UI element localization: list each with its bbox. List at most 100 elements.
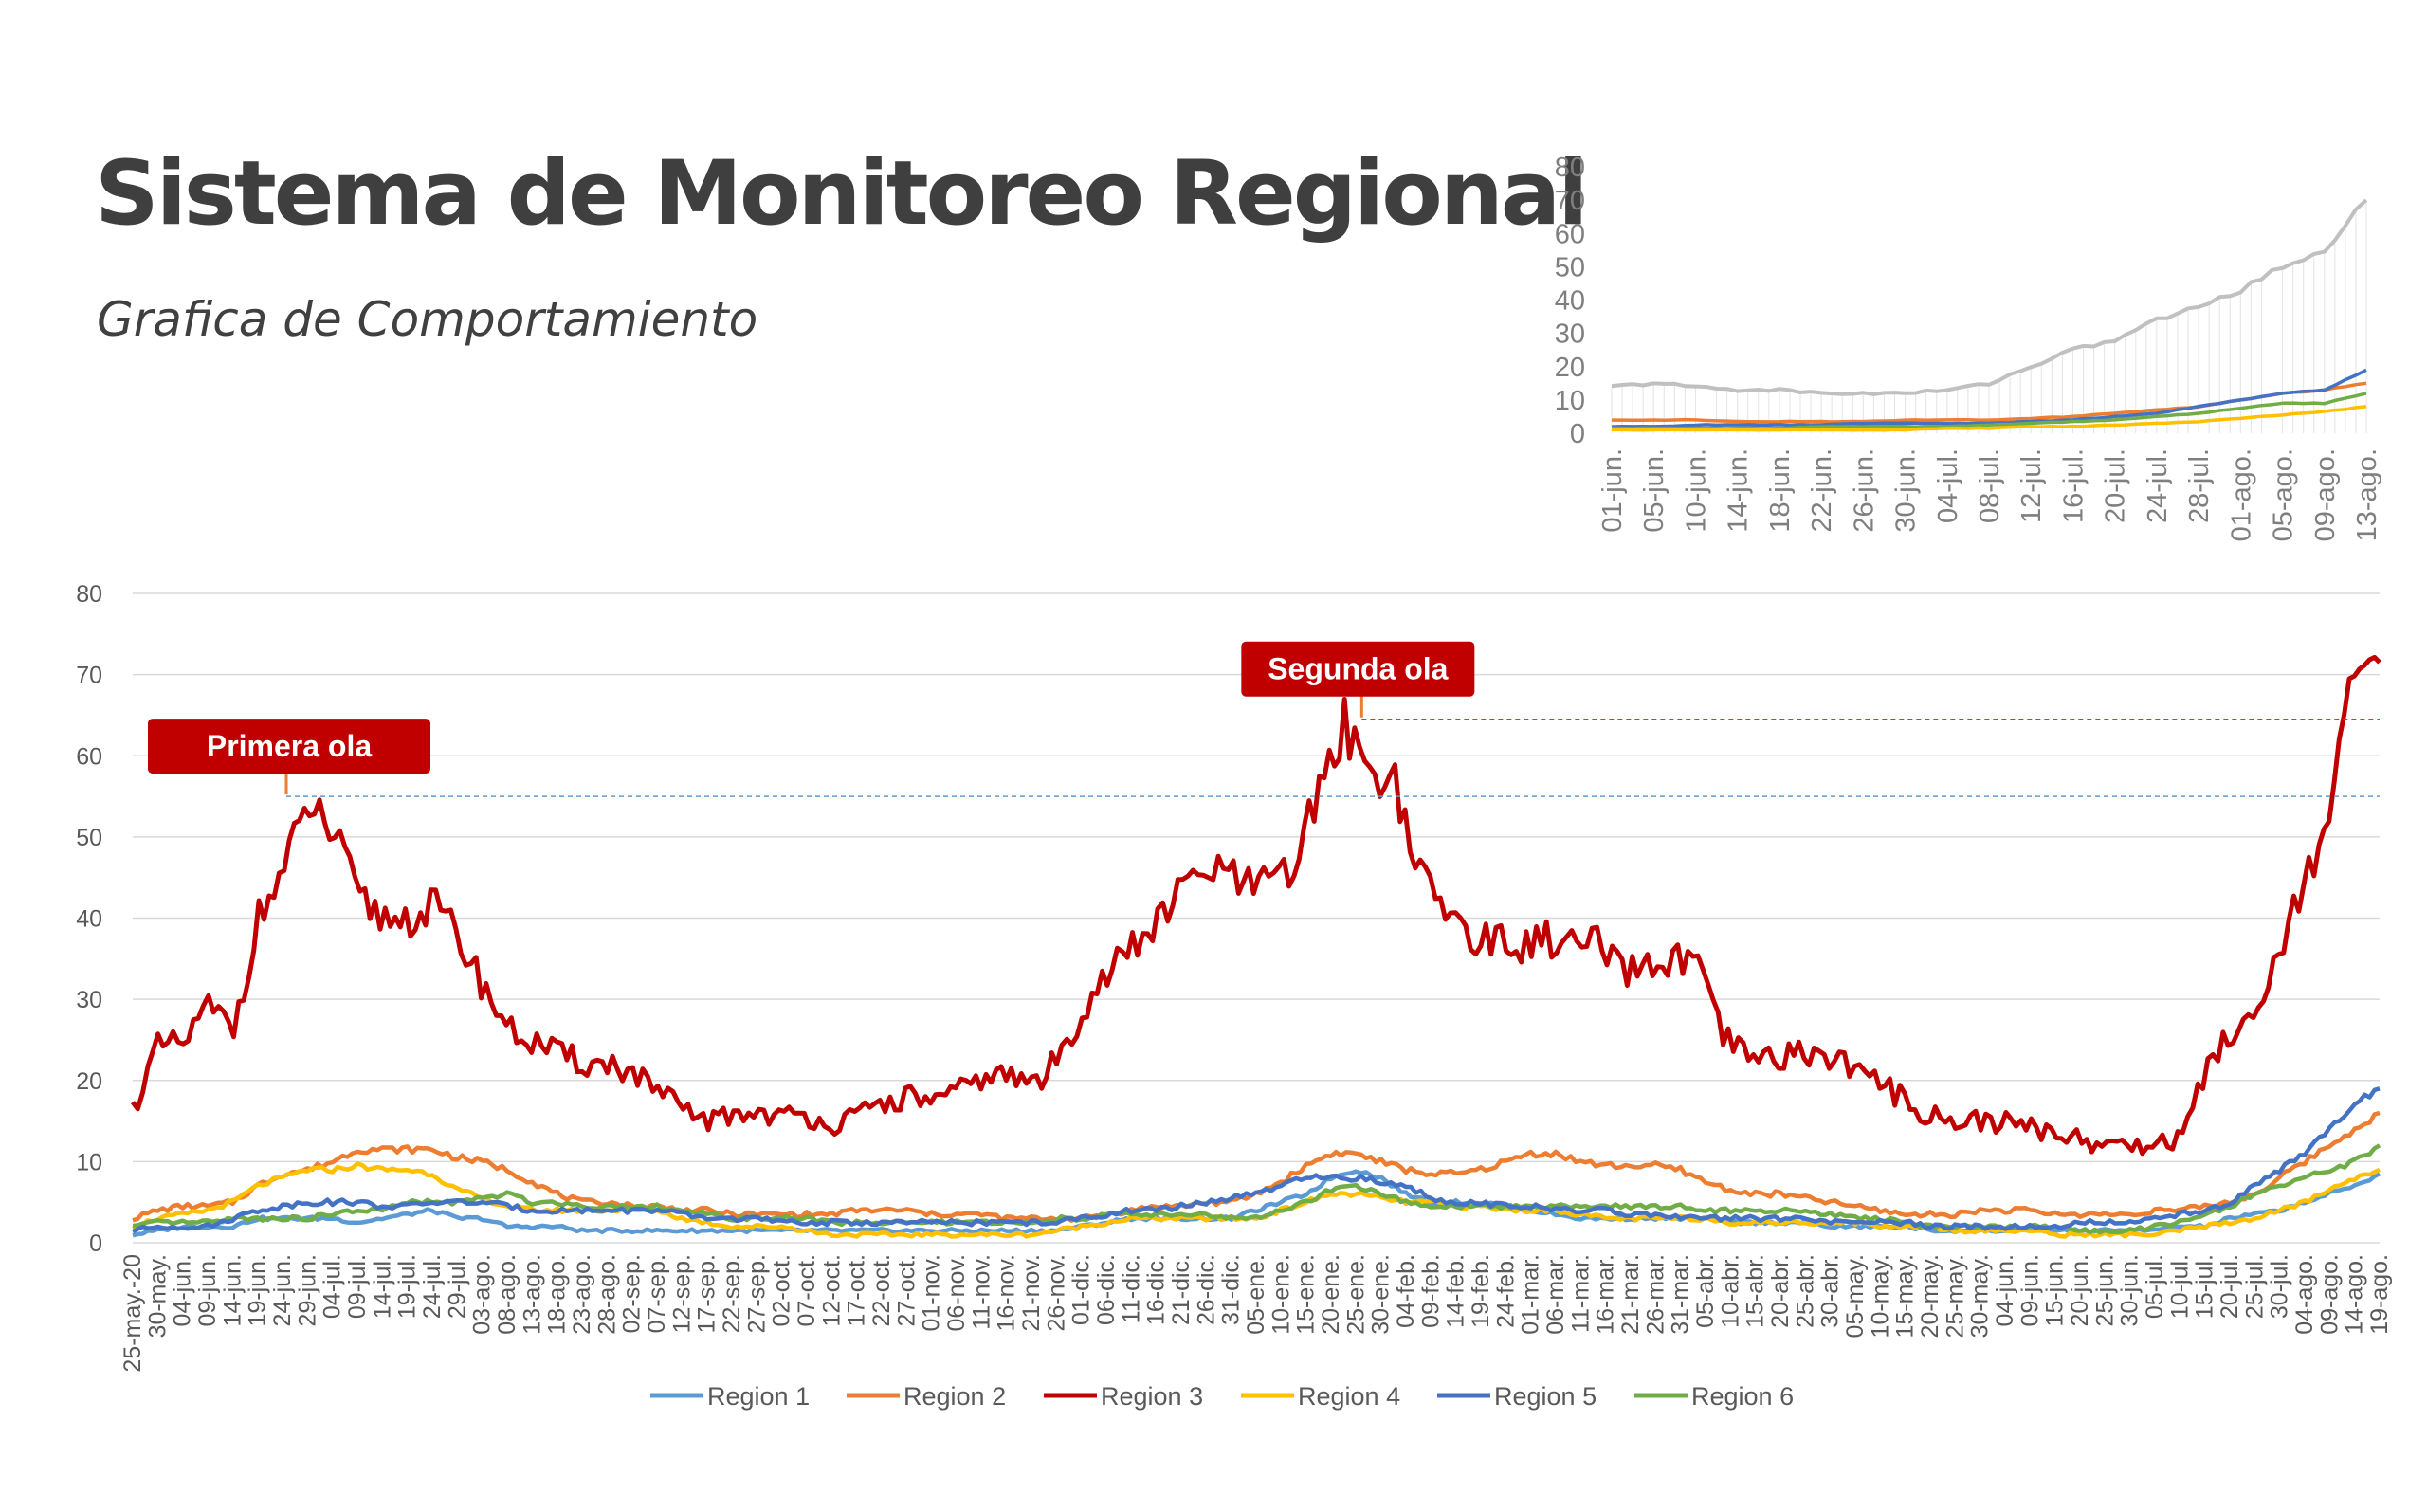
x-tick-label: 09-feb. bbox=[1417, 1254, 1444, 1328]
y-tick-label: 80 bbox=[76, 581, 102, 608]
annotation-box bbox=[148, 719, 430, 774]
x-tick-label: 25-jul. bbox=[2241, 1254, 2268, 1319]
y-tick-label: 0 bbox=[89, 1230, 102, 1257]
page-subtitle: Grafica de Comportamiento bbox=[97, 292, 758, 347]
inset-x-tick-label: 01-ago. bbox=[2226, 448, 2256, 541]
inset-series-line-region-5 bbox=[1611, 368, 2367, 428]
inset-y-tick-label: 30 bbox=[1555, 319, 1585, 350]
x-tick-label: 22-sep. bbox=[719, 1254, 745, 1333]
x-tick-label: 04-jun. bbox=[1992, 1254, 2018, 1326]
x-tick-label: 11-nov. bbox=[968, 1254, 995, 1330]
x-tick-label: 12-sep. bbox=[668, 1254, 695, 1333]
x-tick-label: 24-jun. bbox=[269, 1254, 296, 1326]
x-tick-label: 21-mar. bbox=[1617, 1254, 1644, 1335]
y-tick-label: 50 bbox=[76, 825, 102, 851]
inset-total-line bbox=[1611, 198, 2368, 396]
x-tick-label: 30-jul. bbox=[2267, 1254, 2293, 1319]
y-tick-label: 60 bbox=[76, 743, 102, 770]
inset-y-tick-label: 10 bbox=[1555, 386, 1585, 416]
x-tick-label: 14-jul. bbox=[369, 1254, 395, 1319]
x-tick-label: 06-dic. bbox=[1093, 1254, 1120, 1325]
x-tick-label: 09-jul. bbox=[344, 1254, 371, 1319]
y-tick-label: 40 bbox=[76, 906, 102, 933]
x-tick-label: 10-may. bbox=[1867, 1254, 1893, 1338]
legend-label: Region 6 bbox=[1691, 1382, 1794, 1411]
x-tick-label: 26-mar. bbox=[1642, 1254, 1669, 1335]
x-tick-label: 30-may. bbox=[144, 1254, 171, 1338]
x-tick-label: 16-mar. bbox=[1593, 1254, 1619, 1335]
x-tick-label: 21-nov. bbox=[1018, 1254, 1045, 1332]
inset-x-tick-label: 28-jul. bbox=[2184, 448, 2215, 523]
inset-x-tick-label: 13-ago. bbox=[2352, 448, 2382, 541]
x-tick-label: 22-oct. bbox=[868, 1254, 895, 1326]
annotation-box bbox=[1241, 641, 1475, 697]
x-tick-label: 30-ene. bbox=[1368, 1254, 1395, 1335]
x-tick-label: 29-jul. bbox=[444, 1254, 470, 1319]
inset-x-tick-label: 26-jun. bbox=[1849, 448, 1879, 533]
x-tick-label: 05-jul. bbox=[2142, 1254, 2168, 1319]
inset-y-tick-label: 20 bbox=[1555, 353, 1585, 383]
x-tick-label: 08-ago. bbox=[494, 1254, 520, 1335]
x-tick-label: 24-jul. bbox=[419, 1254, 446, 1319]
x-tick-label: 12-oct. bbox=[818, 1254, 845, 1326]
x-tick-label: 29-jun. bbox=[294, 1254, 320, 1326]
x-tick-label: 15-jul. bbox=[2192, 1254, 2218, 1319]
inset-y-tick-label: 70 bbox=[1555, 186, 1585, 216]
x-tick-label: 25-may.-20 bbox=[119, 1254, 146, 1373]
x-tick-label: 07-sep. bbox=[644, 1254, 670, 1333]
x-tick-label: 20-ene. bbox=[1318, 1254, 1344, 1335]
legend-label: Region 4 bbox=[1298, 1382, 1400, 1411]
x-tick-label: 19-feb. bbox=[1468, 1254, 1494, 1328]
x-tick-label: 30-jun. bbox=[2117, 1254, 2144, 1326]
annotation-label: Segunda ola bbox=[1268, 652, 1448, 686]
inset-x-tick-label: 05-jun. bbox=[1639, 448, 1670, 533]
inset-x-tick-label: 22-jun. bbox=[1807, 448, 1837, 533]
x-tick-label: 07-oct. bbox=[794, 1254, 820, 1326]
legend-label: Region 2 bbox=[903, 1382, 1006, 1411]
x-tick-label: 26-nov. bbox=[1043, 1254, 1069, 1332]
x-tick-label: 15-jun. bbox=[2042, 1254, 2069, 1326]
x-tick-label: 27-sep. bbox=[743, 1254, 770, 1333]
inset-x-tick-label: 16-jul. bbox=[2058, 448, 2089, 523]
legend-label: Region 5 bbox=[1494, 1382, 1597, 1411]
x-tick-label: 01-mar. bbox=[1518, 1254, 1544, 1335]
x-tick-label: 09-ago. bbox=[2316, 1254, 2343, 1335]
inset-y-tick-label: 80 bbox=[1555, 153, 1585, 183]
x-tick-label: 28-ago. bbox=[593, 1254, 620, 1335]
x-tick-label: 17-oct. bbox=[844, 1254, 870, 1326]
inset-x-tick-label: 12-jul. bbox=[2016, 448, 2047, 523]
x-tick-label: 30-abr. bbox=[1817, 1254, 1844, 1328]
x-tick-label: 03-ago. bbox=[469, 1254, 496, 1335]
annotation-label: Primera ola bbox=[207, 729, 373, 763]
x-tick-label: 19-jul. bbox=[394, 1254, 421, 1319]
inset-y-tick-label: 50 bbox=[1555, 252, 1585, 282]
x-tick-label: 21-dic. bbox=[1168, 1254, 1195, 1325]
x-tick-label: 24-feb. bbox=[1492, 1254, 1519, 1328]
x-tick-label: 04-jun. bbox=[170, 1254, 196, 1326]
x-tick-label: 04-ago. bbox=[2291, 1254, 2318, 1335]
inset-x-tick-label: 30-jun. bbox=[1891, 448, 1922, 533]
inset-x-tick-label: 08-jul. bbox=[1975, 448, 2005, 523]
x-tick-label: 31-mar. bbox=[1668, 1254, 1694, 1335]
x-tick-label: 26-dic. bbox=[1193, 1254, 1219, 1325]
x-tick-label: 05-may. bbox=[1842, 1254, 1869, 1338]
x-tick-label: 09-jun. bbox=[194, 1254, 221, 1326]
x-tick-label: 27-oct. bbox=[893, 1254, 920, 1326]
inset-series-line-region-4 bbox=[1612, 405, 2367, 432]
x-tick-label: 25-ene. bbox=[1342, 1254, 1369, 1335]
x-tick-label: 10-abr. bbox=[1717, 1254, 1743, 1328]
y-tick-label: 10 bbox=[76, 1149, 102, 1175]
x-tick-label: 05-ene. bbox=[1243, 1254, 1269, 1335]
x-tick-label: 11-dic. bbox=[1118, 1254, 1144, 1323]
x-tick-label: 25-may. bbox=[1942, 1254, 1968, 1338]
x-tick-label: 20-jul. bbox=[2217, 1254, 2243, 1319]
x-tick-label: 31-dic. bbox=[1218, 1254, 1245, 1325]
x-tick-label: 09-jun. bbox=[2016, 1254, 2043, 1326]
x-tick-label: 10-ene. bbox=[1268, 1254, 1294, 1335]
x-tick-label: 06-mar. bbox=[1542, 1254, 1569, 1335]
x-tick-label: 14-feb. bbox=[1443, 1254, 1469, 1328]
inset-y-tick-label: 0 bbox=[1570, 419, 1585, 449]
x-tick-label: 15-abr. bbox=[1743, 1254, 1769, 1328]
x-tick-label: 15-ene. bbox=[1293, 1254, 1320, 1335]
